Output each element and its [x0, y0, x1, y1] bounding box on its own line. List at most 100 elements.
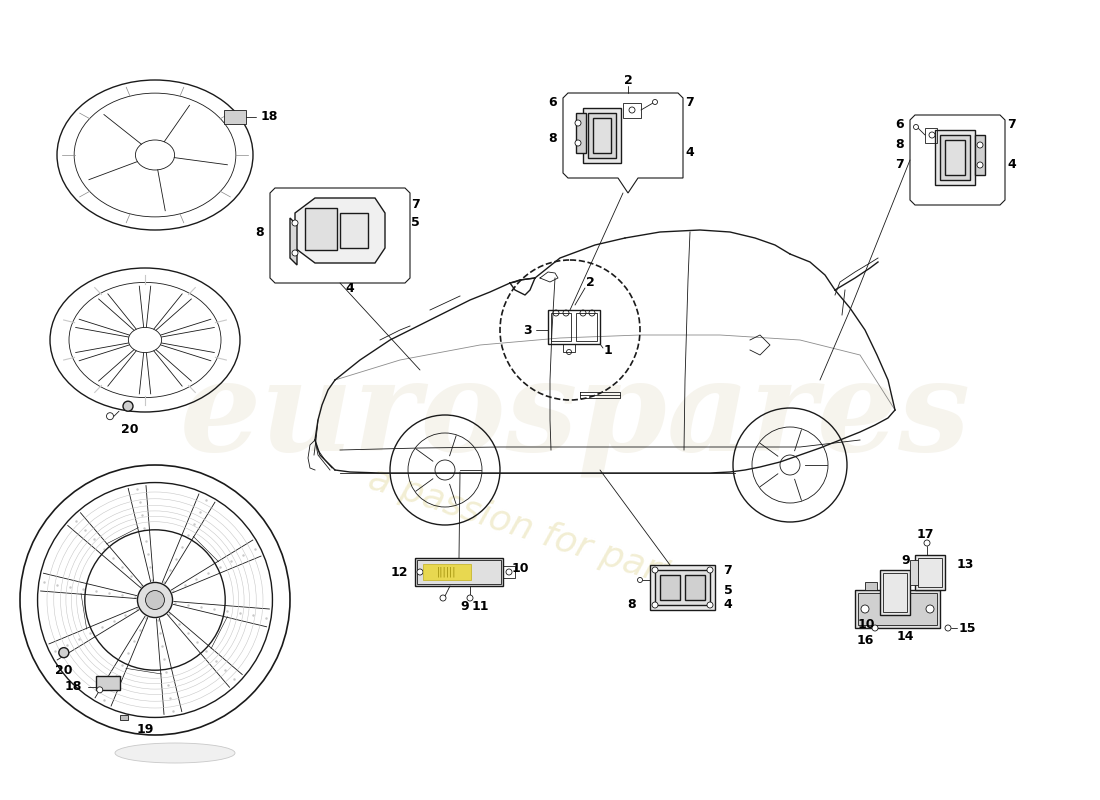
Polygon shape [290, 218, 297, 265]
Text: 18: 18 [64, 680, 81, 694]
Text: 2: 2 [585, 275, 594, 289]
Text: 9: 9 [461, 599, 470, 613]
Text: 6: 6 [895, 118, 904, 131]
Text: 12: 12 [390, 566, 408, 578]
Bar [925, 128, 937, 143]
Circle shape [707, 602, 713, 608]
Circle shape [468, 595, 473, 601]
Bar [915, 555, 945, 590]
Text: 7: 7 [1008, 118, 1016, 131]
Bar [593, 118, 611, 153]
Bar [223, 110, 245, 124]
Circle shape [506, 569, 512, 575]
Circle shape [652, 99, 658, 105]
Text: 10: 10 [512, 562, 529, 574]
Text: 4: 4 [724, 598, 733, 611]
Text: 8: 8 [895, 138, 904, 151]
Circle shape [861, 605, 869, 613]
Circle shape [629, 107, 635, 113]
Circle shape [926, 605, 934, 613]
Circle shape [440, 595, 446, 601]
Circle shape [292, 250, 298, 256]
Text: eurospares: eurospares [179, 354, 970, 477]
Text: 13: 13 [956, 558, 974, 571]
Text: 4: 4 [685, 146, 694, 159]
Text: ||||||: |||||| [438, 566, 456, 578]
Bar [650, 565, 715, 610]
Bar [583, 108, 621, 163]
Circle shape [575, 140, 581, 146]
Text: 11: 11 [471, 599, 488, 613]
Circle shape [707, 567, 713, 573]
Text: 18: 18 [261, 110, 278, 123]
Bar [576, 113, 586, 153]
Text: 2: 2 [624, 74, 632, 86]
Bar [918, 558, 942, 587]
Text: 8: 8 [628, 598, 636, 611]
Text: 19: 19 [136, 723, 154, 736]
Bar [654, 570, 710, 605]
Bar [588, 113, 616, 158]
Bar [880, 570, 910, 615]
Circle shape [945, 625, 952, 631]
Bar [417, 560, 500, 584]
Text: 20: 20 [121, 422, 139, 436]
Text: 1: 1 [604, 343, 613, 357]
Text: 6: 6 [549, 97, 558, 110]
Text: 7: 7 [685, 97, 694, 110]
Text: 4: 4 [345, 282, 354, 294]
Bar [975, 135, 984, 175]
Bar [503, 566, 515, 578]
Circle shape [913, 125, 918, 130]
Bar [855, 590, 940, 628]
Bar [858, 593, 937, 625]
Bar [865, 582, 877, 590]
Circle shape [930, 132, 935, 138]
Text: 3: 3 [524, 323, 532, 337]
Bar [424, 564, 471, 580]
Circle shape [977, 162, 983, 168]
Bar [940, 135, 970, 180]
Text: 4: 4 [1008, 158, 1016, 171]
Bar [576, 313, 597, 341]
Bar [660, 575, 680, 600]
Circle shape [97, 687, 102, 693]
Circle shape [107, 413, 113, 420]
Circle shape [123, 402, 133, 411]
Polygon shape [295, 198, 385, 263]
Text: 16: 16 [856, 634, 873, 646]
Text: a passion for parts: a passion for parts [364, 462, 695, 598]
Bar [890, 582, 902, 590]
Bar [96, 676, 120, 690]
Circle shape [292, 220, 298, 226]
Text: 5: 5 [724, 583, 733, 597]
Bar [935, 130, 975, 185]
Bar [910, 560, 918, 585]
Circle shape [638, 578, 642, 582]
Text: 7: 7 [724, 563, 733, 577]
Circle shape [575, 120, 581, 126]
Text: 5: 5 [410, 217, 419, 230]
Circle shape [977, 142, 983, 148]
Text: 15: 15 [958, 622, 976, 634]
Bar [120, 715, 128, 720]
Bar [551, 313, 571, 341]
Bar [883, 573, 908, 612]
Text: 14: 14 [896, 630, 914, 643]
Text: 8: 8 [255, 226, 264, 239]
Bar [945, 140, 965, 175]
Circle shape [652, 602, 658, 608]
Bar [548, 310, 600, 344]
Circle shape [872, 625, 878, 631]
Text: 7: 7 [410, 198, 419, 211]
Bar [685, 575, 705, 600]
Text: 8: 8 [549, 131, 558, 145]
Ellipse shape [116, 743, 235, 763]
Bar [305, 208, 337, 250]
Text: 10: 10 [858, 618, 874, 631]
Bar [563, 344, 575, 352]
Circle shape [138, 582, 173, 618]
Text: 17: 17 [916, 529, 934, 542]
Circle shape [58, 648, 69, 658]
Text: 9: 9 [901, 554, 910, 566]
